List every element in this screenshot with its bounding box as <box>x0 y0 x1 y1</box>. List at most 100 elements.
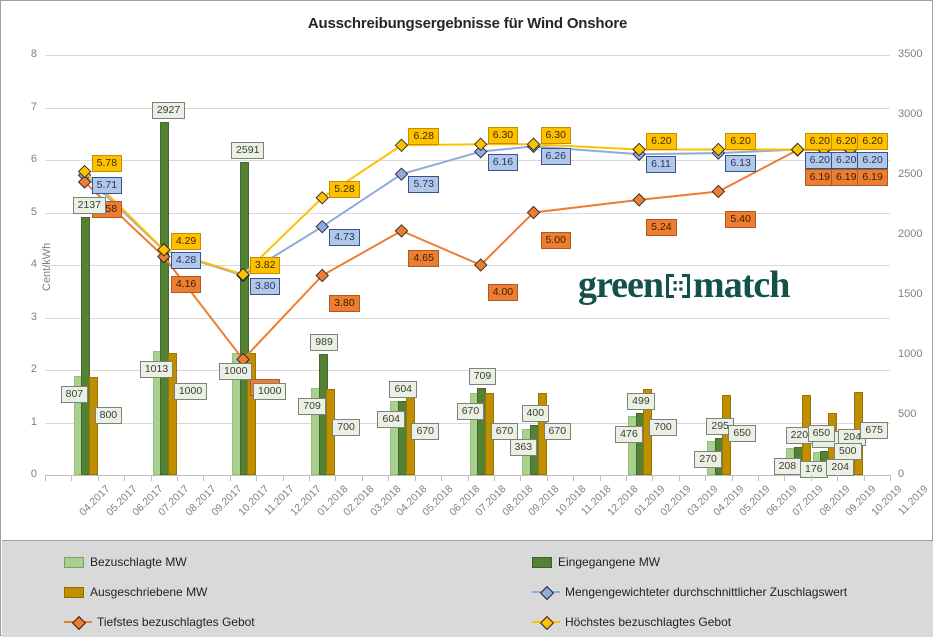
bar-data-label: 1013 <box>139 361 174 379</box>
line-marker <box>526 137 541 151</box>
line-data-label: 6.20 <box>857 132 888 150</box>
line-marker <box>711 184 726 199</box>
legend-label: Tiefstes bezuschlagtes Gebot <box>97 615 255 629</box>
y-axis-right-tick: 2000 <box>898 228 923 240</box>
line-marker <box>394 138 409 153</box>
line-data-label: 6.20 <box>830 132 862 150</box>
line-data-label: 3.80 <box>250 277 281 295</box>
gridline <box>45 265 890 266</box>
bar-data-label: 800 <box>94 407 123 424</box>
legend-label: Ausgeschriebene MW <box>90 585 208 599</box>
legend-swatch-icon <box>64 556 84 568</box>
legend-item[interactable]: Tiefstes bezuschlagtes Gebot <box>64 615 255 631</box>
bar-data-label: 400 <box>521 405 550 422</box>
line-marker <box>790 142 805 157</box>
y-axis-left-tick: 2 <box>30 363 37 375</box>
line-marker <box>711 142 726 157</box>
y-axis-left-tick: 0 <box>30 468 37 480</box>
y-axis-left-title: Cent/kWh <box>41 242 53 291</box>
line-data-label: 5.28 <box>329 180 360 198</box>
x-axis-tick <box>625 475 627 481</box>
line-marker <box>315 219 329 234</box>
legend-item[interactable]: Mengengewichteter durchschnittlicher Zus… <box>532 585 847 601</box>
bar <box>160 121 170 475</box>
line-marker <box>632 193 646 207</box>
gridline <box>45 55 890 56</box>
line-data-label: 6.20 <box>725 132 756 150</box>
line-data-label: 6.30 <box>487 127 519 145</box>
line-marker <box>236 267 250 282</box>
x-axis-tick <box>124 475 126 481</box>
bar-data-label: 670 <box>456 402 485 420</box>
bar-data-label: 709 <box>468 367 497 385</box>
greenmatch-logo: green match <box>578 263 790 307</box>
legend-item[interactable]: Höchstes bezuschlagtes Gebot <box>532 615 732 631</box>
x-axis-tick <box>150 475 152 481</box>
line-data-label: 6.19 <box>857 169 888 187</box>
bar-data-label: 700 <box>649 419 677 436</box>
bar-data-label: 1000 <box>219 363 253 380</box>
bar-data-label: 670 <box>411 422 440 440</box>
x-axis-tick <box>863 475 865 481</box>
x-axis-tick <box>45 475 46 481</box>
legend-line-marker-icon <box>64 615 92 631</box>
x-axis-tick <box>97 475 99 481</box>
y-axis-right-tick: 2500 <box>898 168 923 180</box>
line-data-label: 5.78 <box>91 154 123 172</box>
bar-data-label: 650 <box>807 425 836 442</box>
legend-item[interactable]: Ausgeschriebene MW <box>64 585 207 599</box>
line-data-label: 4.73 <box>329 228 360 246</box>
bar <box>81 216 91 475</box>
line-data-label: 6.13 <box>725 155 756 173</box>
bar-data-label: 604 <box>377 410 406 428</box>
x-axis-tick <box>573 475 575 481</box>
line-marker <box>157 243 171 257</box>
y-axis-left-tick: 4 <box>30 258 37 270</box>
line-marker <box>77 175 92 189</box>
y-axis-right-tick: 1000 <box>898 348 923 360</box>
x-axis-tick <box>652 475 654 481</box>
line-data-label: 6.20 <box>646 132 677 150</box>
bar-data-label: 500 <box>833 443 862 460</box>
gridline <box>45 107 890 109</box>
legend-line-marker-icon <box>532 615 560 631</box>
line-marker <box>632 142 646 157</box>
legend-label: Höchstes bezuschlagtes Gebot <box>565 615 732 629</box>
legend-label: Eingegangene MW <box>558 555 661 569</box>
line-data-label: 3.80 <box>329 294 360 312</box>
bar-data-label: 2137 <box>72 196 106 214</box>
gridline <box>45 317 890 319</box>
x-axis-tick <box>335 475 337 481</box>
x-axis-tick <box>757 475 759 481</box>
line-data-label: 5.00 <box>540 231 571 249</box>
plot-area: 5.71 4.28 3.80 4.73 5.73 6.16 6.26 6.11 6.13 6.20… <box>41 55 890 478</box>
x-axis-tick <box>361 475 363 481</box>
y-axis-left-tick: 5 <box>30 205 37 218</box>
gridline <box>45 422 890 424</box>
x-axis-tick <box>890 475 891 481</box>
line-marker <box>315 268 329 283</box>
x-axis-tick <box>546 475 548 481</box>
line-data-label: 4.29 <box>170 232 202 250</box>
legend-item[interactable]: Bezuschlagte MW <box>64 555 187 569</box>
bar-data-label: 604 <box>389 380 418 398</box>
bar-data-label: 220 <box>785 426 814 444</box>
x-axis-tick <box>678 475 680 481</box>
x-axis-labels: 04.2017 05.2017 06.2017 07.2017 08.2017 09.20… <box>1 479 933 539</box>
y-axis-right-tick: 3500 <box>898 48 923 60</box>
x-axis-tick <box>388 475 390 481</box>
x-axis-ticks <box>45 475 891 481</box>
line-data-label: 6.20 <box>857 151 888 169</box>
line-marker <box>315 191 329 205</box>
legend: Bezuschlagte MW Eingegangene MW Ausgeschri… <box>2 540 933 637</box>
x-axis-tick <box>731 475 733 481</box>
line-data-label: 6.16 <box>487 153 519 171</box>
bar-data-label: 270 <box>694 450 722 468</box>
legend-item[interactable]: Eingegangene MW <box>532 555 660 569</box>
y-axis-left-tick: 8 <box>30 48 37 60</box>
x-axis-tick <box>282 475 284 481</box>
x-axis-tick <box>520 475 522 481</box>
bar <box>247 353 257 475</box>
bar-data-label: 675 <box>860 422 888 439</box>
bar <box>239 162 249 475</box>
